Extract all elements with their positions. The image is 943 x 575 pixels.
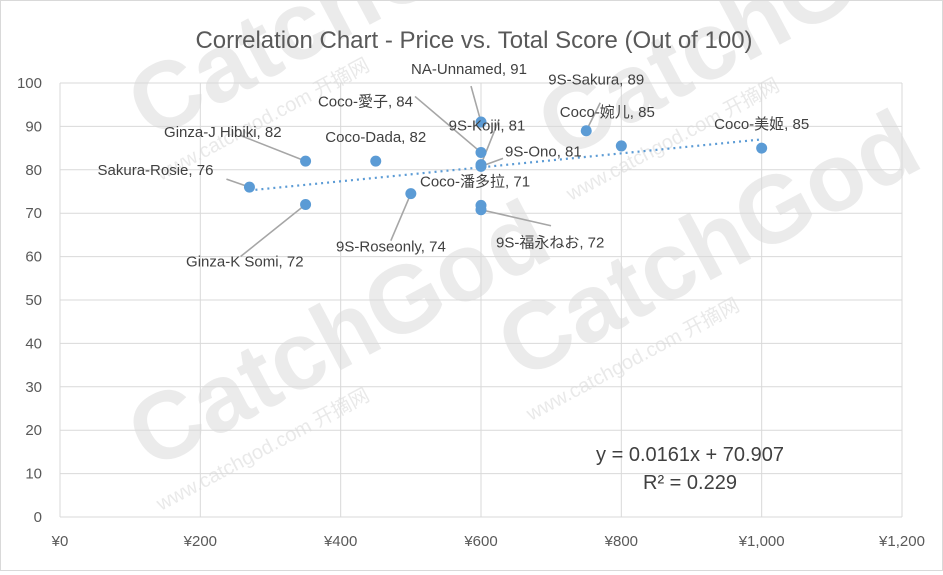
leader-line: [480, 208, 552, 227]
y-tick-label: 50: [25, 292, 42, 309]
leader-line: [414, 95, 482, 154]
data-point: [475, 116, 487, 128]
data-label: 9S-Ono, 81: [505, 143, 582, 160]
leader-line: [470, 85, 482, 123]
leader-line: [480, 119, 500, 165]
data-label: 9S-福永ねお, 72: [496, 235, 604, 252]
data-point: [300, 155, 312, 167]
data-point: [475, 146, 487, 158]
x-tick-label: ¥1,200: [878, 533, 925, 550]
data-label: 9S-Kojii, 81: [449, 118, 526, 135]
data-label: Ginza-K Somi, 72: [186, 254, 304, 271]
data-label: Sakura-Rosie, 76: [98, 162, 214, 179]
leader-lines: [226, 85, 601, 258]
data-label: NA-Unnamed, 91: [411, 61, 527, 78]
trendline-equation: y = 0.0161x + 70.907: [596, 444, 784, 466]
trendline: [249, 138, 762, 192]
linear-trendline: [249, 138, 762, 192]
leader-line: [239, 134, 306, 162]
x-tick-label: ¥600: [463, 533, 497, 550]
data-point: [475, 204, 487, 216]
data-label: 9S-Sakura, 89: [548, 72, 644, 89]
chart-title: Correlation Chart - Price vs. Total Scor…: [195, 27, 752, 54]
y-tick-label: 20: [25, 422, 42, 439]
y-tick-label: 100: [17, 75, 42, 92]
y-tick-label: 70: [25, 205, 42, 222]
leader-line: [240, 203, 307, 258]
data-point: [405, 188, 417, 200]
data-point: [243, 181, 255, 193]
data-label: Coco-潘多拉, 71: [420, 173, 530, 190]
x-tick-label: ¥0: [51, 533, 69, 550]
data-label: 9S-Roseonly, 74: [336, 239, 446, 256]
data-label: Coco-愛子, 84: [318, 93, 413, 110]
y-tick-label: 0: [34, 509, 42, 526]
leader-line: [390, 193, 412, 241]
x-tick-label: ¥400: [323, 533, 357, 550]
data-label: Coco-美姬, 85: [714, 116, 809, 133]
data-point: [580, 125, 592, 137]
data-label: Coco-婉儿, 85: [560, 104, 655, 121]
y-tick-label: 10: [25, 466, 42, 483]
data-point: [370, 155, 382, 167]
data-label: Ginza-J Hibiki, 82: [164, 124, 282, 141]
data-point: [300, 199, 312, 211]
y-tick-label: 90: [25, 118, 42, 135]
y-tick-label: 40: [25, 335, 42, 352]
data-point: [615, 140, 627, 152]
x-tick-label: ¥200: [183, 533, 217, 550]
y-tick-label: 80: [25, 162, 42, 179]
data-label: Coco-Dada, 82: [325, 129, 426, 146]
data-point: [756, 142, 768, 154]
x-tick-label: ¥1,000: [738, 533, 785, 550]
data-labels: Sakura-Rosie, 76 Ginza-J Hibiki, 82 Ginza-…: [98, 61, 810, 270]
axes: 0 10 20 30 40 50 60 70 80 90 100 ¥0 ¥200 ¥400 ¥600 ¥800…: [17, 75, 925, 550]
data-points: [243, 116, 768, 216]
trendline-r-squared: R² = 0.229: [643, 472, 737, 494]
x-tick-label: ¥800: [604, 533, 638, 550]
data-point: [475, 160, 487, 172]
y-tick-label: 60: [25, 249, 42, 266]
y-tick-label: 30: [25, 379, 42, 396]
